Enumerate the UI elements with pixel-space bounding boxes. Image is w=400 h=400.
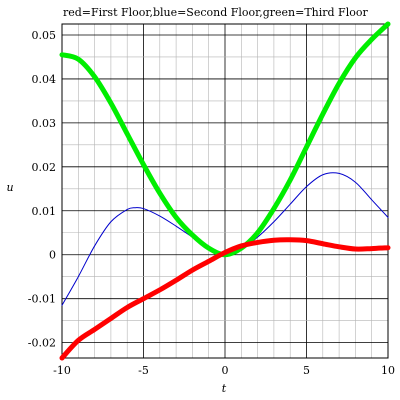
x-tick-label: 5 <box>303 364 310 377</box>
x-tick-label: 0 <box>222 364 229 377</box>
plot-frame <box>61 23 389 359</box>
y-tick-label: -0.02 <box>28 337 56 350</box>
x-axis-ticks: -10 -5 0 5 10 <box>53 364 395 377</box>
series-layer <box>59 21 391 361</box>
x-axis-label: t <box>222 382 227 395</box>
series-line-first-floor <box>59 237 391 361</box>
grid <box>61 24 389 358</box>
y-tick-label: 0.03 <box>32 117 57 130</box>
chart-title: red=First Floor,blue=Second Floor,green=… <box>63 6 368 19</box>
y-tick-label: 0.02 <box>32 161 57 174</box>
y-axis-ticks: -0.02 -0.01 0 0.01 0.02 0.03 0.04 0.05 <box>28 29 56 350</box>
x-tick-label: -5 <box>138 364 149 377</box>
y-tick-label: -0.01 <box>28 293 56 306</box>
y-tick-label: 0 <box>49 249 56 262</box>
y-tick-label: 0.01 <box>32 205 57 218</box>
y-tick-label: 0.04 <box>32 73 57 86</box>
y-axis-label: u <box>6 181 13 194</box>
plot-border <box>61 23 389 359</box>
y-tick-label: 0.05 <box>32 29 57 42</box>
x-tick-label: -10 <box>53 364 71 377</box>
x-tick-label: 10 <box>381 364 395 377</box>
